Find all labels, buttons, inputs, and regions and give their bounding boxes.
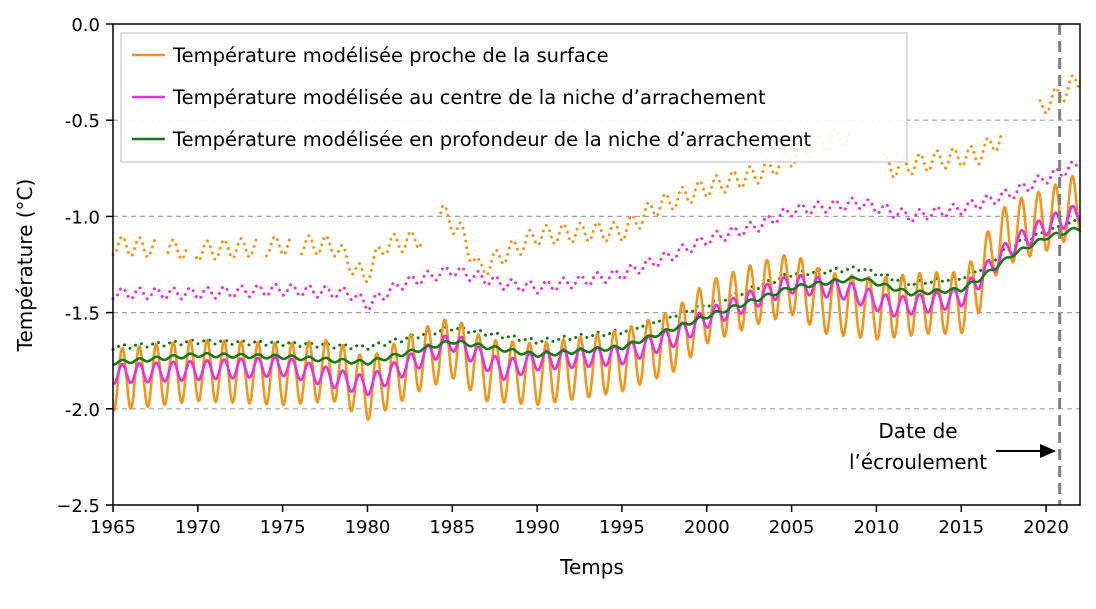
legend-label-surface: Température modélisée proche de la surfa… (172, 44, 609, 67)
legend-box (120, 32, 908, 163)
x-tick-label: 1970 (175, 517, 221, 538)
annotation-arrow-head (1040, 444, 1056, 458)
x-tick-label: 2020 (1023, 517, 1069, 538)
x-tick-label: 1980 (345, 517, 391, 538)
annotation-line-2: l’écroulement (849, 450, 987, 474)
axis-ticks: 1965 1970 1975 1980 1985 1990 1995 2000 2005 2010… (56, 15, 1069, 538)
x-tick-label: 1990 (514, 517, 560, 538)
y-tick-label: -1.0 (65, 207, 100, 228)
x-tick-label: 1965 (90, 517, 136, 538)
y-tick-label: -0.5 (65, 111, 100, 132)
y-tick-label: -1.5 (65, 304, 100, 325)
x-tick-label: 2000 (684, 517, 730, 538)
x-tick-label: 2015 (938, 517, 984, 538)
legend-label-center: Température modélisée au centre de la ni… (172, 86, 766, 109)
series-center-dotted-line (111, 160, 1082, 312)
x-tick-label: 1995 (599, 517, 645, 538)
y-tick-label: 0.0 (71, 15, 100, 36)
y-axis-title: Température (°C) (13, 179, 37, 353)
grid-lines (113, 119, 1080, 410)
series-lines (111, 74, 1082, 422)
collapse-annotation: Date de l’écroulement (849, 419, 1056, 474)
x-tick-label: 2010 (854, 517, 900, 538)
y-tick-label: −2.5 (56, 496, 100, 517)
annotation-line-1: Date de (878, 419, 957, 443)
legend: Température modélisée proche de la surfa… (120, 32, 908, 163)
x-tick-label: 2005 (769, 517, 815, 538)
x-tick-label: 1975 (260, 517, 306, 538)
legend-label-deep: Température modélisée en profondeur de l… (172, 128, 812, 151)
plot-frame (112, 23, 1081, 506)
x-axis-title: Temps (559, 555, 624, 579)
y-tick-label: -2.0 (65, 400, 100, 421)
series-surface-line (111, 174, 1082, 422)
series-center-line (112, 204, 1081, 397)
x-tick-label: 1985 (429, 517, 475, 538)
series-surface-dotted-line (111, 74, 1082, 284)
series-deep-line (112, 226, 1081, 366)
